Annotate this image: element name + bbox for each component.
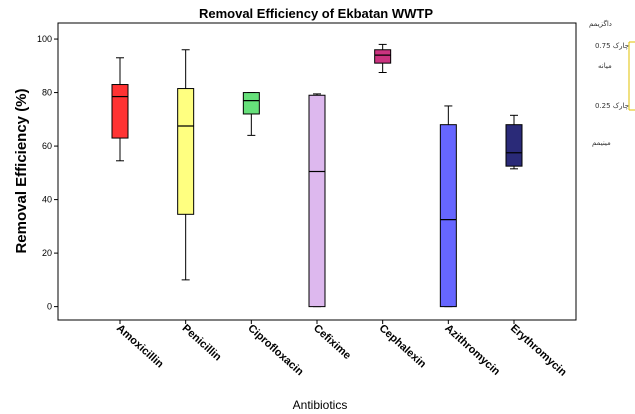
box-azithromycin <box>439 105 457 308</box>
legend-entry-min: مینیمم <box>592 139 611 147</box>
y-tick-label: 40 <box>42 195 52 205</box>
box-iqr <box>374 49 392 64</box>
legend-entry-q1: چارک 0.25 <box>595 102 629 110</box>
box-iqr <box>505 124 523 167</box>
box-iqr <box>242 92 260 115</box>
box-erythromycin <box>505 114 523 170</box>
box-amoxicillin <box>111 57 129 162</box>
chart-title: Removal Efficiency of Ekbatan WWTP <box>199 6 433 21</box>
box-iqr <box>111 84 129 139</box>
legend-entry-median: میانه <box>598 62 612 70</box>
y-tick-label: 20 <box>42 248 52 258</box>
y-axis-label: Removal Efficiency (%) <box>13 88 30 253</box>
box-iqr <box>177 88 195 215</box>
box-iqr <box>308 94 326 308</box>
y-axis: 0 20 40 60 80 100 <box>37 34 58 312</box>
box-cephalexin <box>374 43 392 73</box>
box-cefixime <box>308 93 326 308</box>
legend: داگزیمم چارک 0.75 میانه چارک 0.25 مینیمم <box>589 19 635 147</box>
y-tick-label: 0 <box>47 302 52 312</box>
y-tick-label: 100 <box>37 34 52 44</box>
boxes-group <box>111 43 523 308</box>
box-ciprofloxacin <box>242 92 260 136</box>
y-tick-label: 80 <box>42 88 52 98</box>
legend-entry-max: داگزیمم <box>589 19 612 28</box>
box-iqr <box>439 124 457 308</box>
x-axis-label: Antibiotics <box>293 398 348 412</box>
box-penicillin <box>177 49 195 281</box>
y-tick-label: 60 <box>42 141 52 151</box>
legend-entry-q3: چارک 0.75 <box>595 42 629 50</box>
